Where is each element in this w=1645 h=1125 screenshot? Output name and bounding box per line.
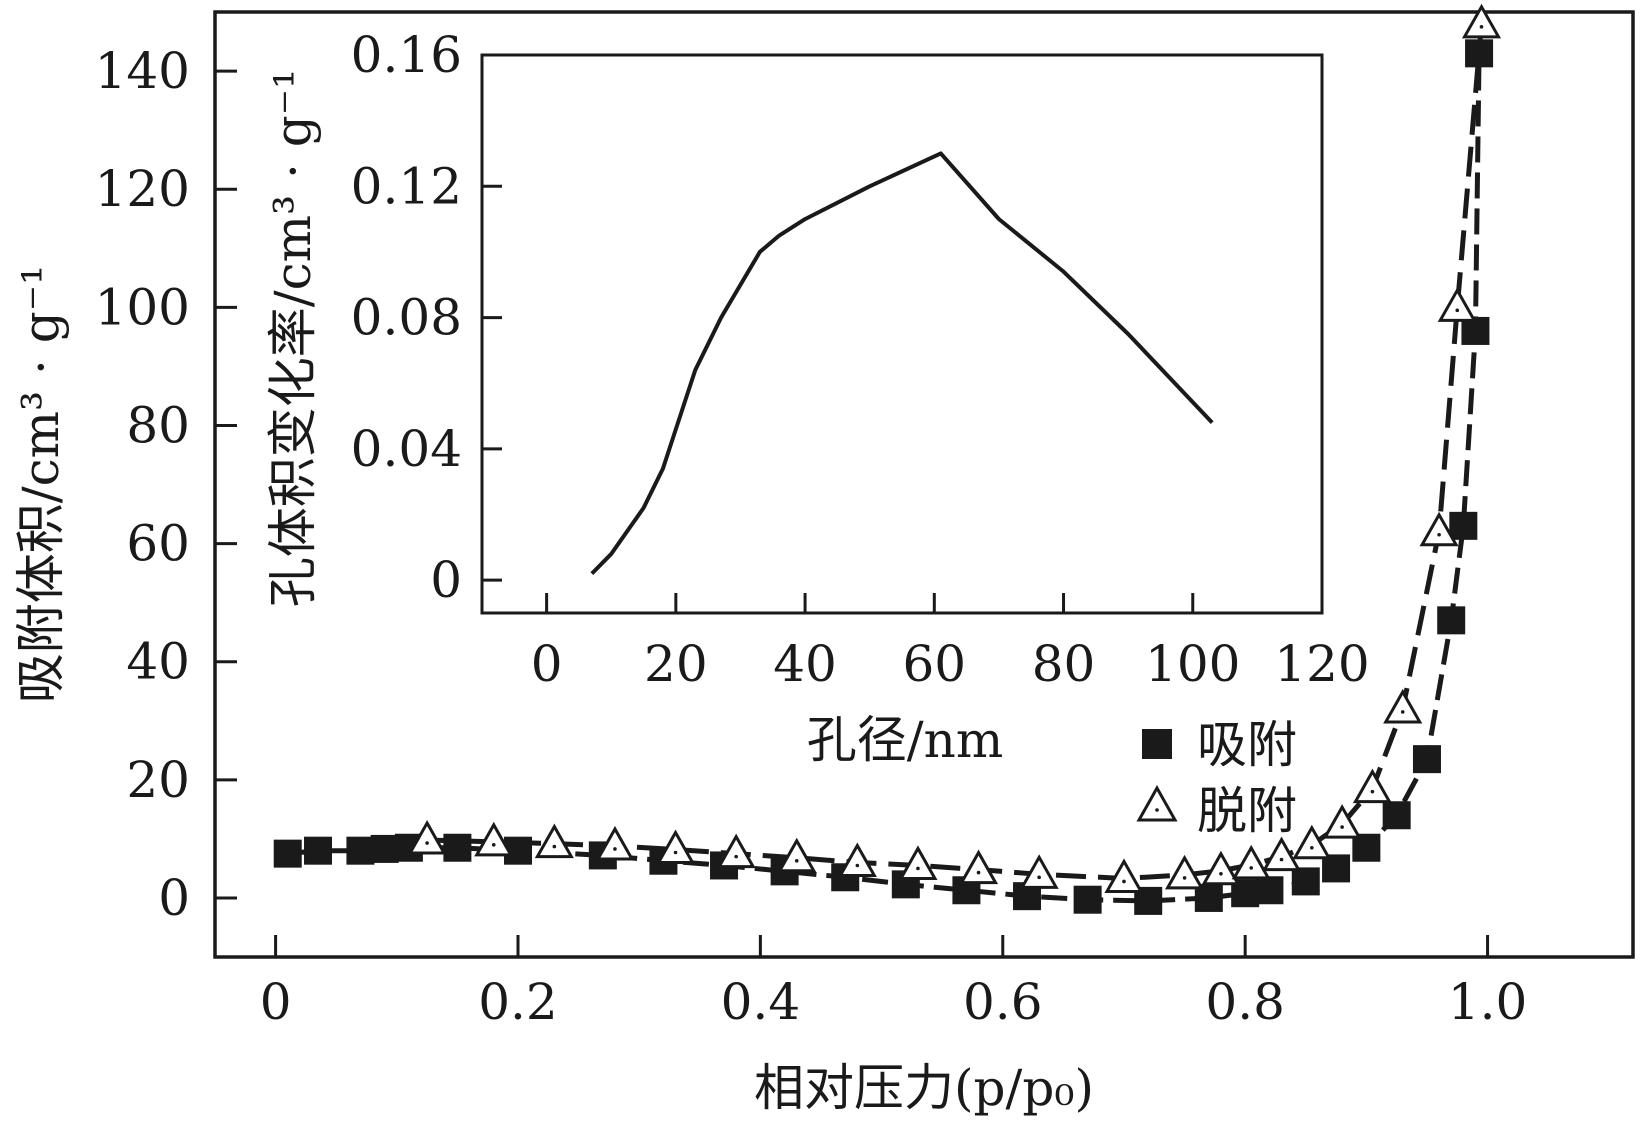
main-x-axis-title-text: 相对压力(p/p₀) bbox=[754, 1059, 1094, 1117]
inset-x-tick-label: 20 bbox=[644, 635, 708, 693]
main-y-tick-label: 140 bbox=[95, 42, 190, 100]
inset-x-tick-label: 0 bbox=[531, 635, 563, 693]
desorption-point bbox=[837, 842, 877, 877]
inset-y-axis-title: 孔体积变化率/cm³ · g⁻¹ bbox=[264, 69, 322, 607]
legend-desorption-marker bbox=[1136, 784, 1178, 822]
adsorption-point bbox=[443, 833, 472, 862]
main-y-tick-label: 20 bbox=[126, 751, 190, 809]
legend-desorption-label: 脱附 bbox=[1197, 782, 1297, 840]
main-x-tick-label: 0.8 bbox=[1205, 973, 1285, 1031]
inset-axis-ticks bbox=[482, 53, 1324, 613]
main-tick-labels: 0 0.2 0.4 0.6 0.8 1.0 0 20 40 60 80 100 120 140 bbox=[95, 42, 1528, 1031]
desorption-point bbox=[1261, 836, 1302, 872]
desorption-point bbox=[1437, 287, 1477, 322]
legend-adsorption-marker bbox=[1142, 729, 1172, 759]
adsorption-point bbox=[346, 836, 375, 865]
inset-y-axis-title-text: 孔体积变化率/cm³ · g⁻¹ bbox=[264, 69, 322, 607]
main-y-tick-label: 60 bbox=[126, 515, 190, 573]
adsorption-point bbox=[304, 836, 333, 865]
desorption-point bbox=[1292, 824, 1332, 860]
adsorption-point bbox=[1382, 801, 1411, 830]
legend: 吸附 脱附 bbox=[1136, 716, 1297, 840]
adsorption-point bbox=[370, 834, 399, 863]
inset-tick-labels: 0 20 40 60 80 100 120 0 0.04 0.08 0.12 0.16 bbox=[351, 26, 1370, 693]
inset-y-tick-label: 0.04 bbox=[351, 420, 462, 478]
adsorption-point bbox=[1465, 39, 1494, 68]
desorption-point bbox=[655, 829, 696, 865]
adsorption-point bbox=[1255, 876, 1284, 905]
inset-x-tick-label: 100 bbox=[1145, 635, 1240, 693]
main-y-axis-title: 吸附体积/cm³ · g⁻¹ bbox=[12, 265, 70, 703]
main-series bbox=[273, 3, 1502, 915]
adsorption-point bbox=[1291, 867, 1320, 896]
main-y-tick-label: 80 bbox=[126, 396, 190, 454]
inset-y-tick-label: 0.12 bbox=[351, 157, 462, 215]
inset-x-axis-title-text: 孔径/nm bbox=[807, 711, 1003, 769]
main-x-axis-title: 相对压力(p/p₀) bbox=[754, 1059, 1094, 1117]
main-y-tick-label: 120 bbox=[95, 160, 190, 218]
pore-size-distribution-line bbox=[590, 151, 1214, 576]
desorption-point bbox=[595, 825, 635, 861]
desorption-point bbox=[534, 823, 574, 859]
desorption-point bbox=[1164, 854, 1205, 890]
inset-y-tick-label: 0 bbox=[430, 551, 462, 609]
desorption-point bbox=[1419, 511, 1459, 547]
legend-adsorption-label: 吸附 bbox=[1197, 716, 1297, 774]
desorption-point bbox=[1231, 844, 1271, 880]
desorption-point bbox=[777, 837, 817, 873]
adsorption-point bbox=[1437, 606, 1466, 635]
adsorption-point bbox=[1073, 885, 1102, 914]
adsorption-point bbox=[273, 839, 302, 868]
main-y-axis-title-text: 吸附体积/cm³ · g⁻¹ bbox=[12, 265, 70, 703]
main-x-tick-label: 0.2 bbox=[478, 973, 558, 1031]
desorption-point bbox=[1383, 688, 1423, 724]
main-x-tick-label: 1.0 bbox=[1448, 973, 1528, 1031]
inset-x-tick-label: 60 bbox=[902, 635, 966, 693]
desorption-point bbox=[1322, 804, 1362, 839]
desorption-point bbox=[898, 845, 938, 880]
desorption-point bbox=[958, 849, 999, 885]
inset-y-tick-label: 0.08 bbox=[351, 289, 462, 347]
inset-x-axis-title: 孔径/nm bbox=[807, 711, 1003, 769]
inset-y-tick-label: 0.16 bbox=[351, 26, 462, 84]
inset-x-tick-label: 80 bbox=[1032, 635, 1096, 693]
desorption-point bbox=[1104, 858, 1144, 893]
main-x-tick-label: 0.4 bbox=[721, 973, 801, 1031]
main-x-tick-label: 0 bbox=[260, 973, 292, 1031]
main-plot-frame bbox=[213, 10, 1635, 959]
desorption-point bbox=[716, 833, 756, 869]
main-axis-ticks bbox=[215, 69, 1490, 957]
desorption-point bbox=[1201, 850, 1241, 886]
desorption-point bbox=[407, 820, 447, 855]
desorption-point bbox=[1461, 3, 1502, 39]
inset-plot-frame bbox=[480, 53, 1324, 615]
main-y-tick-label: 40 bbox=[126, 633, 190, 691]
adsorption-point bbox=[1449, 511, 1478, 540]
desorption-point bbox=[474, 821, 514, 857]
main-y-tick-label: 0 bbox=[158, 869, 190, 927]
desorption-point bbox=[1019, 854, 1059, 889]
inset-series bbox=[590, 151, 1214, 576]
main-y-tick-label: 100 bbox=[95, 278, 190, 336]
inset-x-tick-label: 40 bbox=[773, 635, 837, 693]
inset-x-tick-label: 120 bbox=[1274, 635, 1369, 693]
main-x-tick-label: 0.6 bbox=[963, 973, 1043, 1031]
adsorption-point bbox=[1412, 745, 1441, 774]
desorption-point bbox=[1352, 768, 1393, 804]
